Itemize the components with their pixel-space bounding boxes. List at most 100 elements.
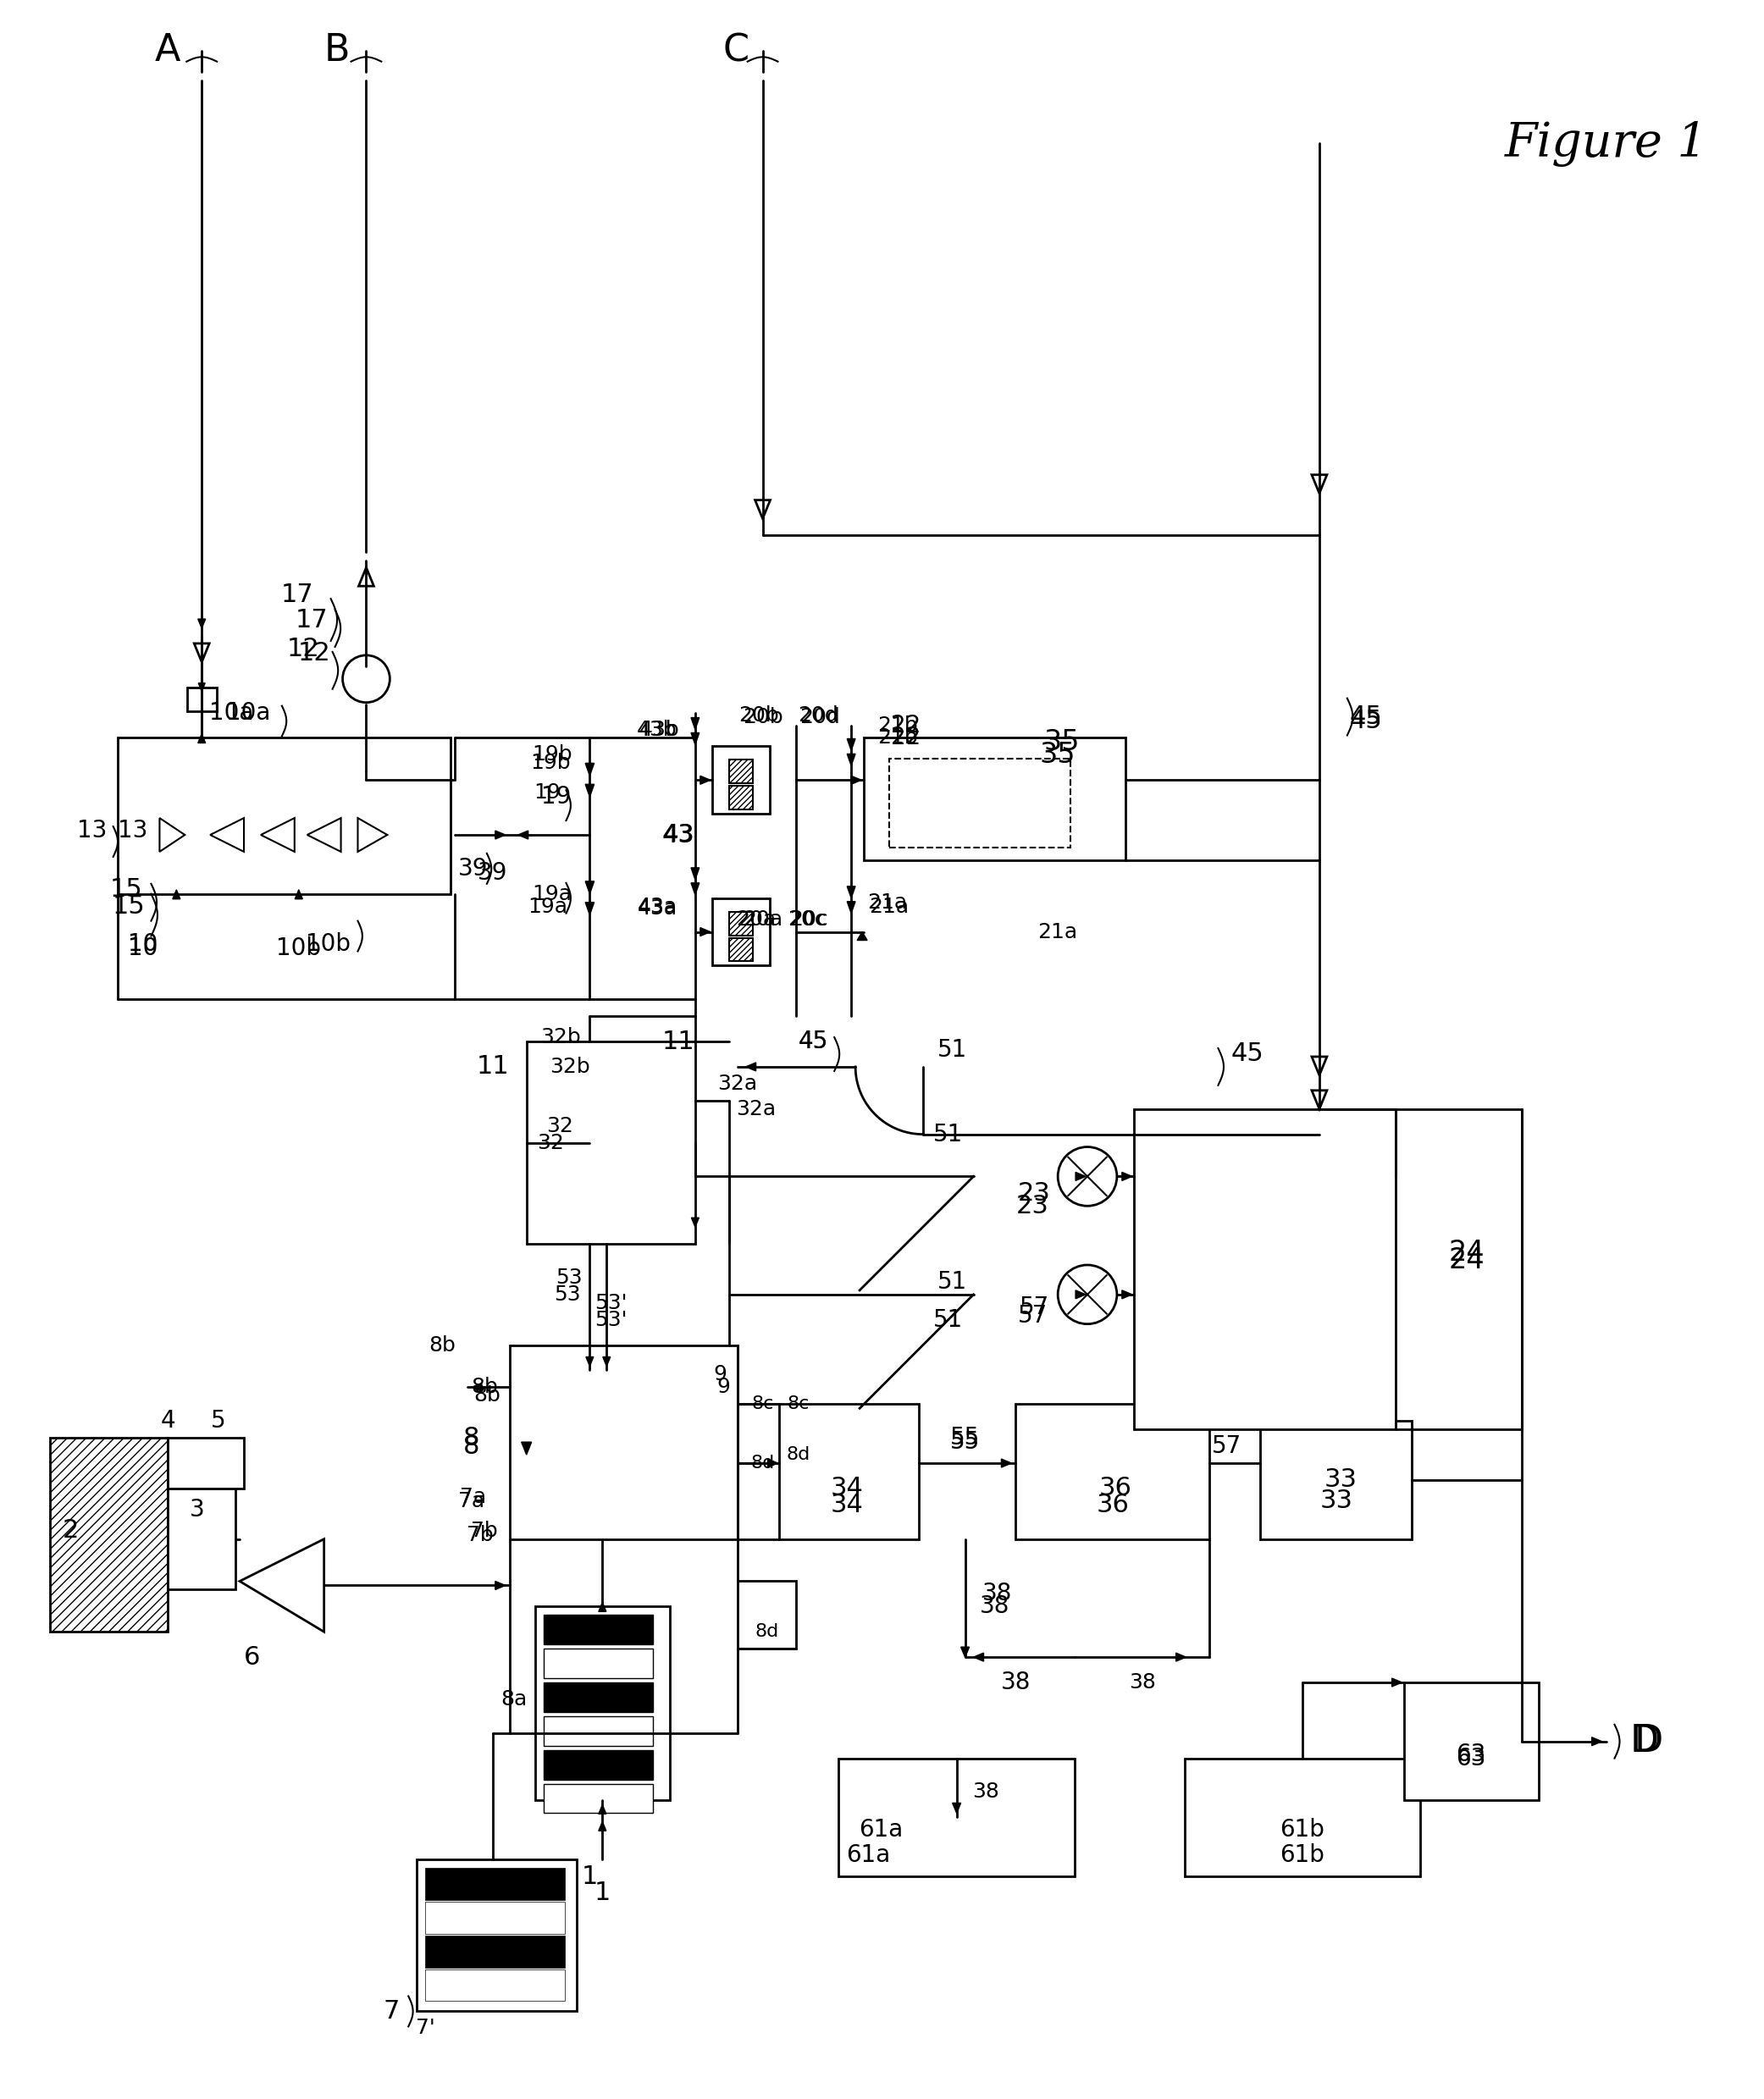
Polygon shape (847, 754, 856, 766)
Text: 38: 38 (1129, 1673, 1155, 1692)
Text: 33: 33 (1325, 1467, 1357, 1492)
Text: 7a: 7a (459, 1490, 485, 1511)
Polygon shape (1122, 1291, 1132, 1299)
Polygon shape (586, 764, 594, 777)
Text: 11: 11 (662, 1029, 695, 1054)
Text: 43: 43 (663, 823, 693, 846)
Bar (729, 760, 753, 783)
Text: 10: 10 (127, 936, 157, 961)
Text: 8d: 8d (787, 1446, 810, 1463)
Polygon shape (700, 777, 711, 785)
Text: 57: 57 (1212, 1434, 1242, 1459)
Bar (838, 1759, 1074, 1877)
Text: 38: 38 (972, 1782, 1000, 1803)
Text: 8b: 8b (429, 1335, 455, 1356)
Bar (889, 760, 1071, 848)
Text: 51: 51 (933, 1308, 963, 1331)
Text: 7b: 7b (467, 1524, 494, 1545)
Text: 8c: 8c (751, 1396, 774, 1413)
Text: 33: 33 (1319, 1488, 1353, 1513)
Text: 10b: 10b (305, 932, 351, 957)
Text: 17: 17 (295, 607, 328, 632)
Text: 9: 9 (714, 1364, 727, 1385)
Text: 12: 12 (286, 638, 319, 661)
Text: D: D (1633, 1723, 1663, 1759)
Text: 15: 15 (109, 877, 143, 903)
Text: 21b: 21b (877, 728, 917, 747)
Polygon shape (471, 1383, 482, 1392)
Text: 19a: 19a (533, 884, 572, 905)
Text: 45: 45 (799, 1031, 827, 1054)
Text: 13: 13 (118, 819, 148, 842)
Text: 8: 8 (464, 1425, 480, 1450)
Bar (425, 1868, 564, 1900)
Polygon shape (586, 882, 594, 894)
Bar (543, 1683, 653, 1713)
Bar (49, 1438, 168, 1631)
Text: 34: 34 (831, 1492, 863, 1518)
Text: 32a: 32a (736, 1098, 776, 1119)
Polygon shape (700, 928, 711, 936)
Text: 12: 12 (298, 642, 330, 665)
Text: 38: 38 (1000, 1671, 1030, 1694)
Text: 53: 53 (556, 1268, 582, 1289)
Polygon shape (1076, 1291, 1085, 1299)
Text: 55: 55 (951, 1429, 981, 1455)
Text: 63: 63 (1457, 1742, 1485, 1765)
Bar (168, 1438, 243, 1488)
Polygon shape (586, 1356, 593, 1366)
Text: D: D (1630, 1723, 1658, 1759)
Polygon shape (586, 785, 594, 798)
Text: 35: 35 (1039, 741, 1076, 768)
Text: 3: 3 (191, 1499, 205, 1522)
Bar (543, 1717, 653, 1746)
Polygon shape (1122, 1171, 1132, 1180)
Polygon shape (847, 900, 856, 913)
Text: 1: 1 (594, 1881, 610, 1906)
Text: 10a: 10a (226, 701, 270, 724)
Polygon shape (198, 735, 206, 743)
Text: 55: 55 (951, 1425, 981, 1450)
Text: 45: 45 (799, 1031, 827, 1054)
Polygon shape (767, 1459, 778, 1467)
Text: 19b: 19b (529, 754, 570, 772)
Polygon shape (847, 739, 856, 751)
Text: 10: 10 (127, 932, 157, 957)
Text: 20d: 20d (797, 705, 838, 726)
Polygon shape (522, 1442, 531, 1455)
Text: 1: 1 (582, 1864, 598, 1889)
Text: 35: 35 (1044, 728, 1080, 756)
Text: 61a: 61a (859, 1818, 903, 1841)
Text: 34: 34 (831, 1476, 863, 1501)
Text: 4: 4 (161, 1408, 175, 1434)
Bar (187, 686, 217, 712)
Text: 8a: 8a (501, 1690, 527, 1709)
Text: 32b: 32b (540, 1026, 580, 1047)
Text: 38: 38 (983, 1583, 1013, 1606)
Text: 53: 53 (554, 1285, 580, 1306)
Text: 20d: 20d (799, 707, 840, 726)
Text: 32: 32 (536, 1133, 563, 1152)
Bar (1134, 1108, 1395, 1429)
Text: 53': 53' (594, 1293, 628, 1314)
Text: 10a: 10a (210, 701, 254, 724)
Text: 8b: 8b (471, 1377, 497, 1398)
Text: 43a: 43a (637, 896, 677, 917)
Text: 6: 6 (243, 1646, 261, 1669)
Text: 32a: 32a (718, 1073, 757, 1094)
Polygon shape (852, 777, 861, 785)
Bar (1184, 1759, 1420, 1877)
Polygon shape (691, 1217, 699, 1228)
Text: 21a: 21a (868, 892, 907, 913)
Text: 17: 17 (280, 581, 314, 607)
Text: 32: 32 (547, 1117, 573, 1136)
Polygon shape (586, 903, 594, 915)
Text: Figure 1: Figure 1 (1505, 120, 1708, 166)
Text: 22: 22 (891, 714, 921, 737)
Text: 8: 8 (464, 1434, 480, 1459)
Text: 8d: 8d (751, 1455, 774, 1471)
Polygon shape (598, 1822, 607, 1830)
Bar (425, 1902, 564, 1933)
Polygon shape (198, 619, 206, 628)
Polygon shape (603, 1356, 610, 1366)
